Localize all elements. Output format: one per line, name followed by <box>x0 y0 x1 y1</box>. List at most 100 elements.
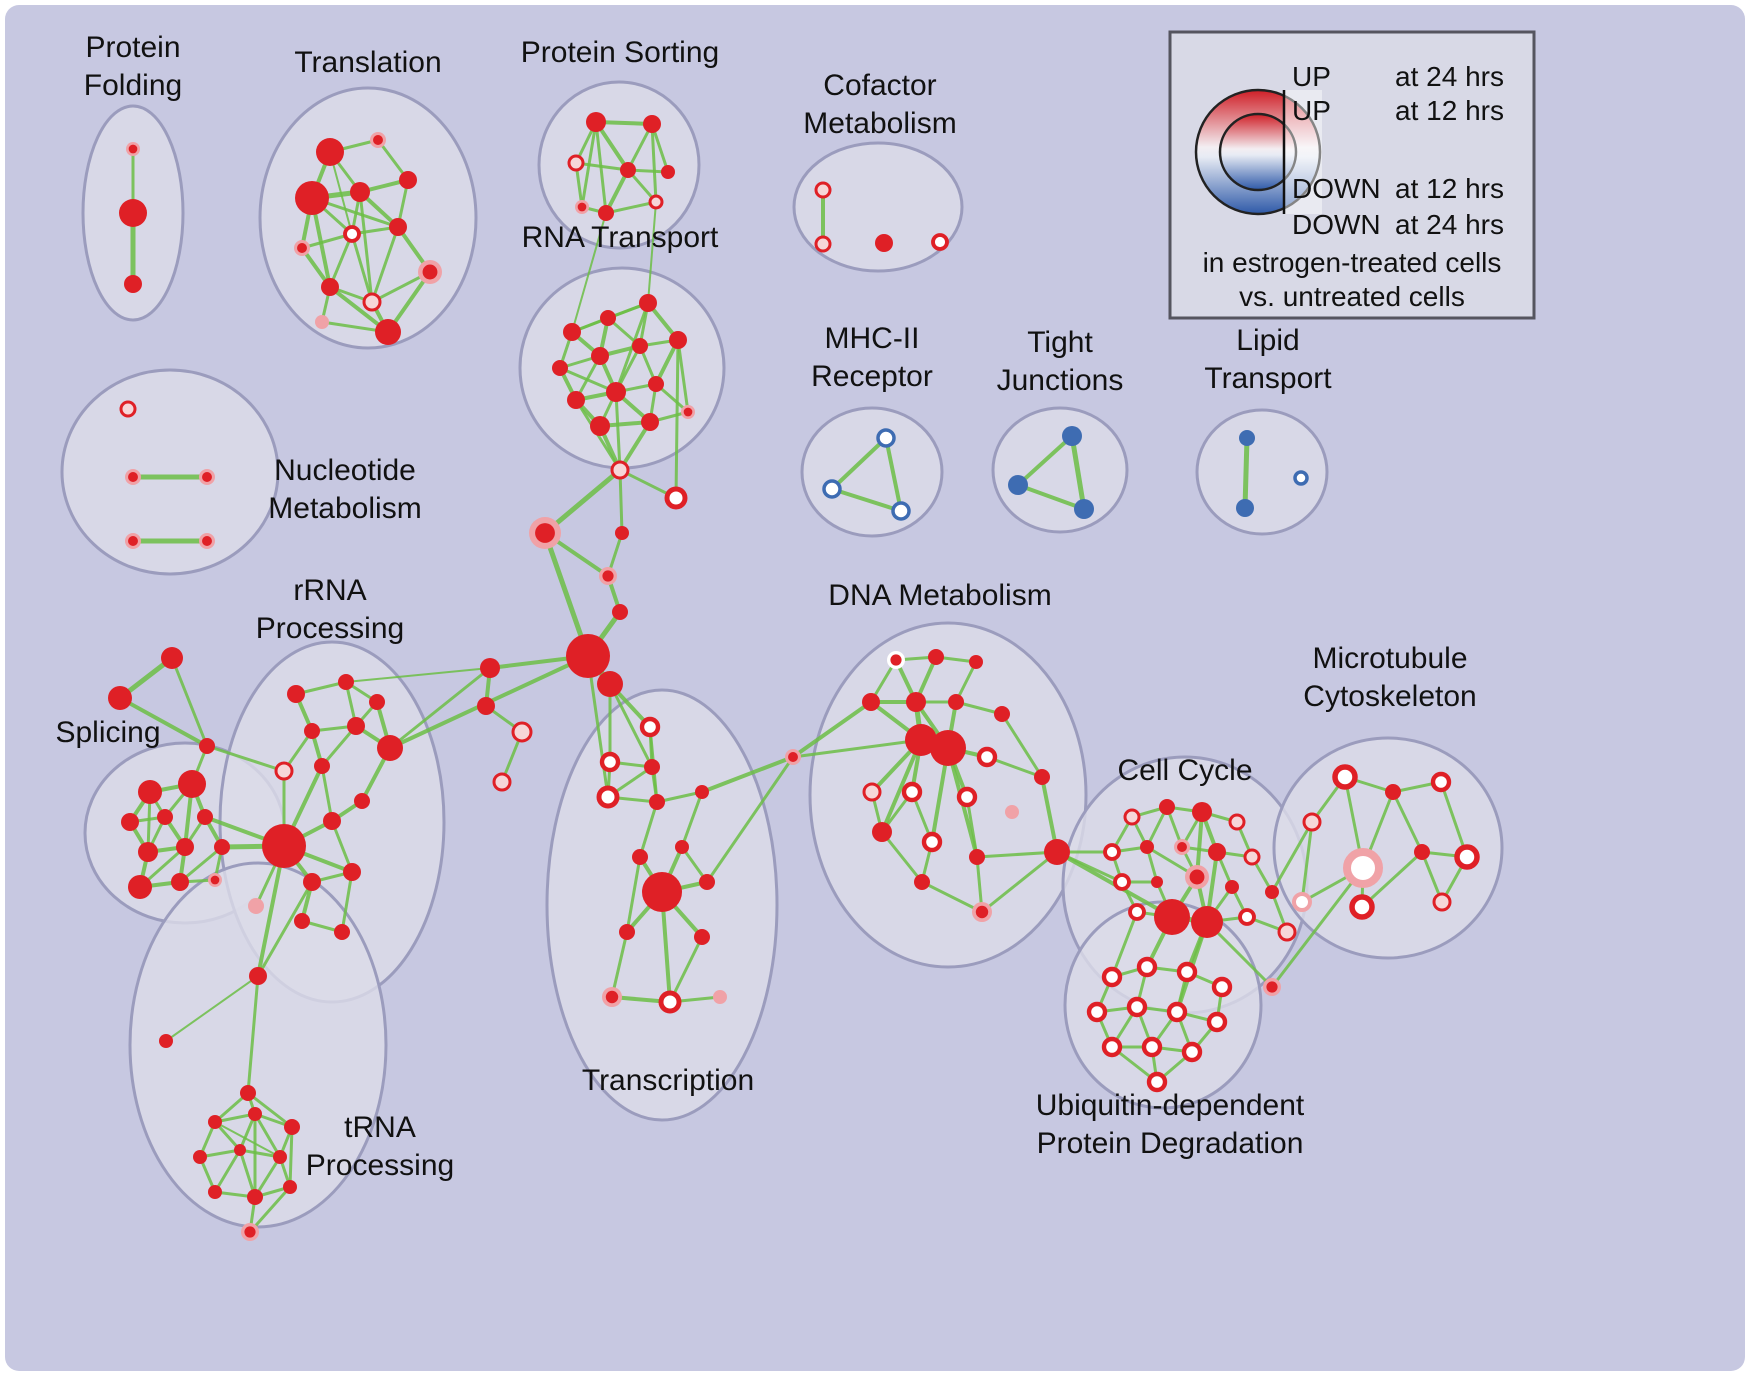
cluster-label-text: rRNA <box>293 574 366 607</box>
edge-c8-tx3 <box>608 682 654 769</box>
node-pf3 <box>124 275 142 293</box>
node-dm11 <box>1034 769 1050 785</box>
node-sp3 <box>121 813 139 831</box>
node-tx8 <box>675 840 689 854</box>
legend-time-3: at 24 hrs <box>1395 209 1504 240</box>
cluster-label-microtubule-cytoskeleton: Microtubule Cytoskeleton <box>1303 642 1476 713</box>
legend-glyph-mask <box>1284 90 1322 214</box>
node-tr7 <box>193 1150 207 1164</box>
edge-mt4-mt10 <box>1300 820 1314 904</box>
node-rt3 <box>639 294 657 312</box>
node-tx2 <box>599 751 621 773</box>
node-t13 <box>315 315 329 329</box>
node-c9 <box>480 658 500 678</box>
node-c10 <box>477 697 495 715</box>
node-tr1 <box>249 967 267 985</box>
node-lt1 <box>1239 430 1255 446</box>
node-cm3 <box>875 234 893 252</box>
node-rt6 <box>632 338 648 354</box>
node-mt5 <box>1343 848 1383 888</box>
node-tr13 <box>241 1223 259 1241</box>
edge-ps2-ps8 <box>650 122 658 204</box>
cluster-label-cofactor-metabolism: Cofactor Metabolism <box>803 69 956 140</box>
node-sp4 <box>157 809 173 825</box>
cluster-label-trna-processing: tRNA Processing <box>306 1111 454 1182</box>
node-tx14 <box>658 990 682 1014</box>
edge-tr1-tr2 <box>165 975 259 1042</box>
cluster-label-nucleotide-metabolism: Nucleotide Metabolism <box>268 454 421 525</box>
node-cc9 <box>1243 848 1261 866</box>
node-ps1 <box>586 112 606 132</box>
edge-lt1-lt2 <box>1242 435 1250 511</box>
node-tr9 <box>273 1150 287 1164</box>
legend-direction-3: DOWN <box>1292 209 1381 240</box>
edge-rr9-tr1 <box>256 844 286 978</box>
node-c4 <box>615 526 629 540</box>
node-cc17 <box>1238 908 1256 926</box>
node-t5 <box>399 171 417 189</box>
node-tx15 <box>713 990 727 1004</box>
edge-tj1-tj2 <box>1016 434 1074 487</box>
node-sp9 <box>128 875 152 899</box>
edge-rr8-rr10 <box>320 764 334 823</box>
cluster-label-tight-junctions: Tight Junctions <box>997 326 1124 397</box>
cluster-label-text: Cell Cycle <box>1117 754 1252 787</box>
node-dm15 <box>1005 805 1019 819</box>
edge-tj1-tj3 <box>1069 433 1087 512</box>
node-mh3 <box>891 501 911 521</box>
cluster-label-text: Protein <box>85 31 180 64</box>
node-tx13 <box>602 987 622 1007</box>
edge-cc18-mt4 <box>1270 820 1314 894</box>
node-dm17 <box>921 831 943 853</box>
edge-ps3-ps4 <box>574 161 630 172</box>
edge-tr5-tr9 <box>253 1112 282 1159</box>
cluster-label-cell-cycle: Cell Cycle <box>1117 754 1252 787</box>
node-dm19 <box>914 874 930 890</box>
edge-tr12-tr13 <box>248 1185 292 1234</box>
edge-dm8-dm16 <box>880 738 923 834</box>
node-t11 <box>362 292 382 312</box>
node-rt7 <box>669 331 687 349</box>
node-mt1 <box>1332 764 1358 790</box>
node-mt8 <box>1349 894 1375 920</box>
cluster-label-text: Splicing <box>55 716 160 749</box>
cluster-label-text: Metabolism <box>803 107 956 140</box>
node-cc11 <box>1151 876 1163 888</box>
node-tx7 <box>632 849 648 865</box>
node-rr13 <box>343 863 361 881</box>
edge-st1-st3 <box>170 656 209 748</box>
legend-time-1: at 12 hrs <box>1395 95 1504 126</box>
node-dm18 <box>969 849 985 865</box>
cluster-label-text: Protein Degradation <box>1037 1127 1304 1160</box>
node-ps8 <box>648 194 664 210</box>
node-tr3 <box>240 1085 256 1101</box>
cluster-label-text: MHC-II <box>825 322 920 355</box>
cluster-label-ubiquitin-degradation: Ubiquitin-dependent Protein Degradation <box>1036 1089 1305 1160</box>
edge-tr8-tr10 <box>213 1148 242 1194</box>
node-sp6 <box>138 842 158 862</box>
node-dm7 <box>994 706 1010 722</box>
node-t9 <box>418 260 442 284</box>
node-cc8 <box>1208 843 1226 861</box>
cluster-ellipse-tight-junctions <box>991 406 1129 534</box>
node-rr10 <box>323 812 341 830</box>
node-lt2 <box>1236 499 1254 517</box>
node-rr1 <box>287 685 305 703</box>
edge-st3-rr7 <box>205 744 286 773</box>
node-tx4 <box>596 785 620 809</box>
edge-ps7-ps8 <box>604 200 658 215</box>
cluster-label-mhc-ii-receptor: MHC-II Receptor <box>811 322 933 393</box>
cluster-label-text: Processing <box>306 1149 454 1182</box>
edge-tx6-c13 <box>700 755 795 794</box>
node-tj2 <box>1008 475 1028 495</box>
node-st3 <box>199 738 215 754</box>
node-cm4 <box>931 233 949 251</box>
cluster-label-text: Cofactor <box>823 69 936 102</box>
node-tx10 <box>699 874 715 890</box>
node-st1 <box>161 647 183 669</box>
node-sp10 <box>171 873 189 891</box>
node-tx11 <box>619 924 635 940</box>
cluster-ellipse-mhc-ii-receptor <box>800 406 944 538</box>
node-sp1 <box>138 780 162 804</box>
node-rt2 <box>600 310 616 326</box>
